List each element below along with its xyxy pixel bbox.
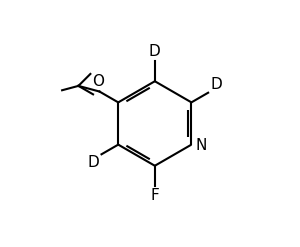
- Text: D: D: [88, 156, 100, 170]
- Text: F: F: [151, 188, 159, 203]
- Text: O: O: [92, 74, 104, 89]
- Text: D: D: [210, 77, 222, 91]
- Text: D: D: [149, 44, 161, 59]
- Text: N: N: [196, 138, 207, 153]
